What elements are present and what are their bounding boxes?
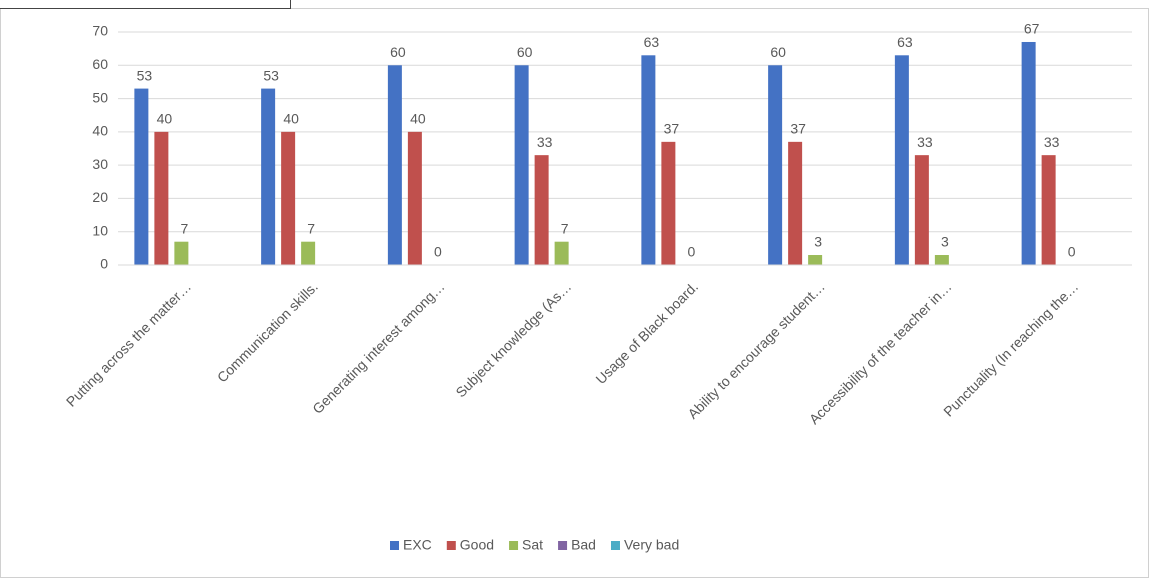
y-tick-label: 60: [92, 56, 108, 72]
legend-swatch: [509, 541, 519, 550]
legend-swatch: [610, 541, 620, 550]
data-label: 7: [307, 220, 315, 236]
data-label: 40: [283, 111, 299, 127]
data-label: 0: [1068, 244, 1076, 260]
legend-swatch: [558, 541, 568, 550]
y-tick-label: 30: [92, 156, 108, 172]
bar: [788, 141, 803, 265]
data-label: 53: [137, 67, 153, 83]
legend-swatch: [390, 541, 399, 550]
legend-label: Bad: [571, 537, 596, 553]
bar: [261, 88, 276, 265]
y-tick-label: 50: [92, 89, 108, 105]
bar: [154, 131, 169, 265]
bar: [1021, 41, 1036, 265]
chart-border: [0, 8, 1149, 578]
data-label: 37: [664, 121, 680, 137]
bar: [554, 241, 569, 265]
bar: [407, 131, 422, 265]
y-tick-label: 10: [92, 222, 108, 238]
data-label: 0: [687, 244, 695, 260]
bar: [934, 255, 949, 265]
data-label: 33: [1044, 134, 1060, 150]
bar: [1041, 155, 1056, 265]
bar: [281, 131, 296, 265]
y-tick-label: 70: [92, 23, 108, 39]
bar: [134, 88, 149, 265]
data-label: 33: [537, 134, 553, 150]
bar: [768, 65, 783, 266]
legend-label: Sat: [522, 537, 543, 553]
bar: [661, 141, 676, 265]
data-label: 40: [410, 111, 426, 127]
data-label: 53: [263, 67, 279, 83]
data-label: 60: [390, 44, 406, 60]
bar: [534, 155, 549, 265]
bar: [301, 241, 316, 265]
y-tick-label: 20: [92, 189, 108, 205]
bar: [641, 55, 656, 265]
legend-label: Good: [460, 537, 494, 553]
bar: [387, 65, 402, 266]
data-label: 60: [770, 44, 786, 60]
y-tick-label: 0: [100, 256, 108, 272]
data-label: 37: [790, 121, 806, 137]
data-label: 63: [644, 34, 660, 50]
y-tick-label: 40: [92, 123, 108, 139]
data-label: 60: [517, 44, 533, 60]
data-label: 40: [157, 111, 173, 127]
bar: [174, 241, 189, 265]
data-label: 63: [897, 34, 913, 50]
data-label: 0: [434, 244, 442, 260]
data-label: 3: [941, 234, 949, 250]
bar: [894, 55, 909, 265]
legend-label: Very bad: [624, 537, 679, 553]
bar: [808, 255, 823, 265]
legend-label: EXC: [403, 537, 432, 553]
data-label: 3: [814, 234, 822, 250]
bar: [514, 65, 529, 266]
data-label: 33: [917, 134, 933, 150]
data-label: 7: [180, 220, 188, 236]
bar: [914, 155, 929, 265]
data-label: 67: [1024, 21, 1040, 37]
data-label: 7: [561, 220, 569, 236]
legend-swatch: [446, 541, 456, 550]
